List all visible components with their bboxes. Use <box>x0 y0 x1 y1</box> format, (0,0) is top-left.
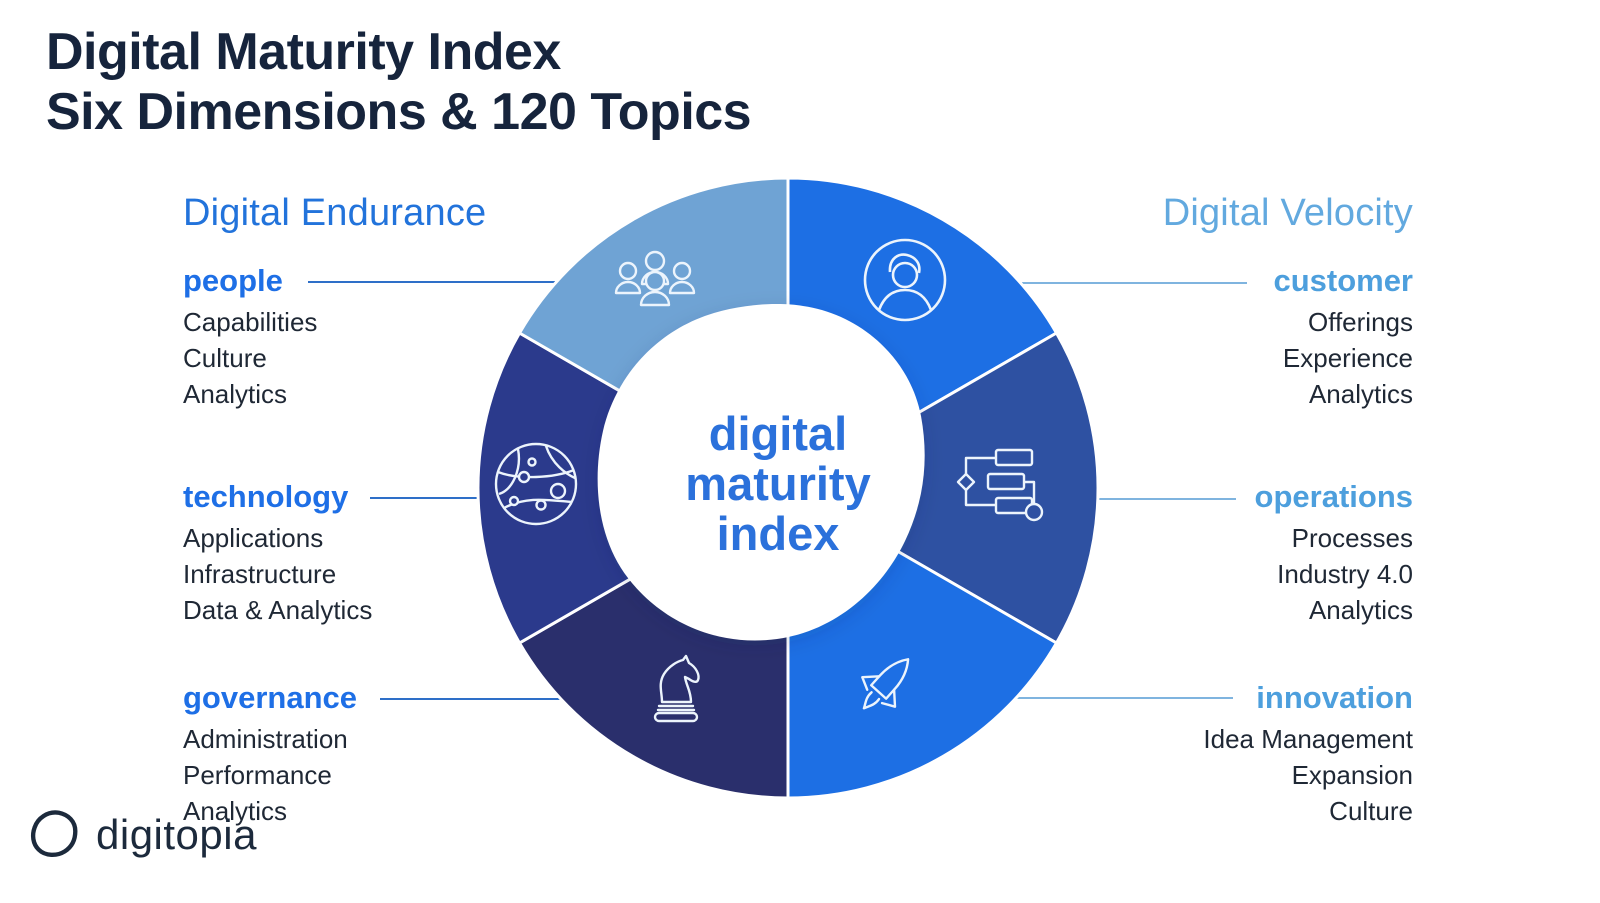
group-title-digital-velocity: Digital Velocity <box>1162 192 1413 234</box>
dimension-technology: technology Applications Infrastructure D… <box>183 481 372 628</box>
dimension-customer-label: customer <box>1273 263 1413 298</box>
dimension-operations: operations Processes Industry 4.0 Analyt… <box>1255 481 1413 628</box>
topic: Offerings <box>1307 307 1413 337</box>
topic: Industry 4.0 <box>1277 559 1413 589</box>
page-title-line2: Six Dimensions & 120 Topics <box>46 83 752 141</box>
dimension-people-label: people <box>183 263 283 298</box>
dimension-innovation-label: innovation <box>1256 680 1413 715</box>
dimension-customer: customer Offerings Experience Analytics <box>1273 265 1413 412</box>
network-globe-icon <box>494 442 578 526</box>
chess-knight-icon <box>653 654 700 723</box>
dimension-operations-label: operations <box>1254 479 1413 514</box>
page-title-line1: Digital Maturity Index <box>46 23 561 81</box>
topic: Culture <box>1329 796 1413 826</box>
dimension-people: people Capabilities Culture Analytics <box>183 265 317 412</box>
topic: Expansion <box>1291 760 1413 790</box>
center-blob <box>597 304 925 641</box>
connector-operations <box>1099 498 1236 500</box>
topic: Analytics <box>1308 595 1413 625</box>
dimension-customer-topics: Offerings Experience Analytics <box>1273 304 1413 412</box>
topic: Idea Management <box>1203 724 1413 754</box>
topic: Analytics <box>183 379 288 409</box>
rocket-icon <box>861 658 910 710</box>
group-title-digital-endurance: Digital Endurance <box>183 192 487 234</box>
connector-innovation <box>1016 697 1233 699</box>
dimension-people-topics: Capabilities Culture Analytics <box>183 304 317 412</box>
dimension-technology-topics: Applications Infrastructure Data & Analy… <box>183 520 372 628</box>
topic: Performance <box>183 760 332 790</box>
topic: Analytics <box>1308 379 1413 409</box>
topic: Experience <box>1282 343 1413 373</box>
dimension-governance-label: governance <box>183 680 358 715</box>
customer-avatar-icon <box>863 238 947 322</box>
digitopia-blob-icon <box>30 810 78 857</box>
dimension-operations-topics: Processes Industry 4.0 Analytics <box>1255 520 1413 628</box>
dimension-innovation-topics: Idea Management Expansion Culture <box>1203 721 1413 829</box>
maturity-wheel: digital maturity index <box>476 176 1100 800</box>
topic: Culture <box>183 343 267 373</box>
dimension-governance-topics: Administration Performance Analytics <box>183 721 357 829</box>
dimension-technology-label: technology <box>183 479 349 514</box>
flowchart-icon <box>956 448 1044 522</box>
connector-technology <box>370 497 478 499</box>
page-title: Digital Maturity Index Six Dimensions & … <box>46 22 752 142</box>
topic: Data & Analytics <box>183 595 373 625</box>
center-text-line3: index <box>717 507 840 560</box>
connector-people <box>308 281 555 283</box>
dimension-innovation: innovation Idea Management Expansion Cul… <box>1203 682 1413 829</box>
brand-logo: digitopia <box>26 806 257 864</box>
connector-customer <box>1022 282 1247 284</box>
dimension-governance: governance Administration Performance An… <box>183 682 357 829</box>
center-text-line1: digital <box>709 407 847 460</box>
people-group-icon <box>614 250 696 307</box>
center-text-line2: maturity <box>685 457 870 510</box>
topic: Analytics <box>183 796 288 826</box>
topic: Processes <box>1291 523 1413 553</box>
segment-operations <box>784 330 1100 646</box>
topic: Infrastructure <box>183 559 337 589</box>
brand-name: digitopia <box>96 811 257 858</box>
topic: Administration <box>183 724 348 754</box>
connector-governance <box>380 698 561 700</box>
topic: Applications <box>183 523 324 553</box>
topic: Capabilities <box>183 307 318 337</box>
